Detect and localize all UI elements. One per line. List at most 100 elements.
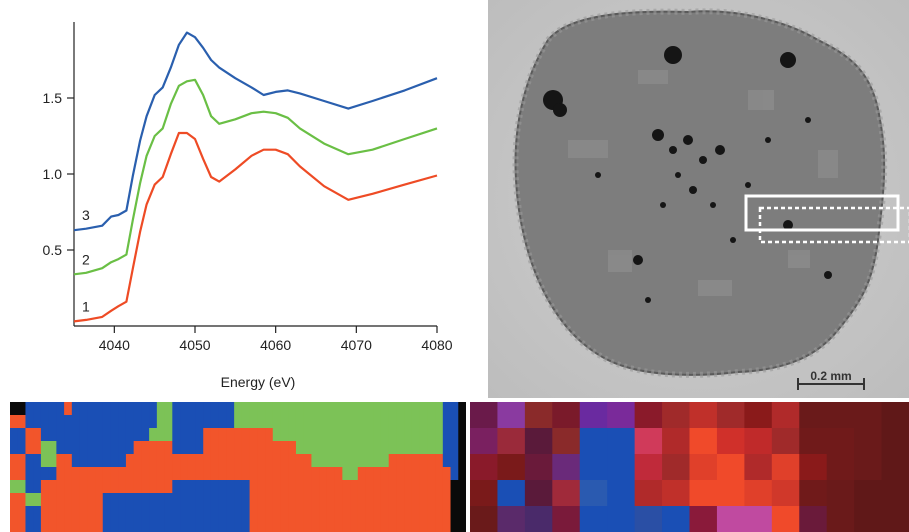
map-cell <box>357 402 367 416</box>
map-cell <box>149 480 158 494</box>
map-cell <box>380 402 390 416</box>
map-cell <box>357 506 367 520</box>
map-cell <box>319 454 328 468</box>
x-tick-label: 4060 <box>260 337 291 353</box>
map-cell <box>241 519 251 532</box>
map-cell <box>249 467 258 481</box>
map-cell <box>524 454 553 481</box>
map-cell <box>241 467 251 481</box>
map-cell <box>365 454 374 468</box>
map-cell <box>87 454 96 468</box>
map-cell <box>141 519 150 532</box>
map-cell <box>435 402 444 416</box>
map-cell <box>326 428 336 442</box>
map-cell <box>187 506 197 520</box>
map-cell <box>10 480 19 494</box>
map-cell <box>365 441 374 455</box>
map-cell <box>172 519 181 532</box>
map-cell <box>771 454 800 481</box>
map-cell <box>156 415 166 429</box>
map-cell <box>334 493 343 507</box>
map-cell <box>350 402 359 416</box>
map-cell <box>102 402 112 416</box>
map-cell <box>33 519 42 532</box>
map-cell <box>79 402 88 416</box>
map-cell <box>458 415 466 429</box>
map-cell <box>303 519 313 532</box>
map-cell <box>607 506 636 532</box>
map-cell <box>218 454 228 468</box>
map-cell <box>33 415 42 429</box>
map-cell <box>419 428 428 442</box>
map-cell <box>771 428 800 455</box>
map-cell <box>396 428 405 442</box>
map-cell <box>881 454 909 481</box>
map-cell <box>195 480 204 494</box>
map-cell <box>210 467 220 481</box>
map-cell <box>234 454 243 468</box>
map-cell <box>334 467 343 481</box>
phase-map-right <box>470 402 909 532</box>
sample-micrograph: 0.2 mm <box>488 0 909 398</box>
map-cell <box>257 467 266 481</box>
map-cell <box>662 454 691 481</box>
map-cell <box>342 428 351 442</box>
map-cell <box>133 441 142 455</box>
map-cell <box>607 454 636 481</box>
map-cell <box>33 428 42 442</box>
map-cell <box>265 480 274 494</box>
map-cell <box>326 402 336 416</box>
map-cell <box>33 402 42 416</box>
map-cell <box>404 467 413 481</box>
map-cell <box>411 467 421 481</box>
map-cell <box>744 454 773 481</box>
map-cell <box>326 506 336 520</box>
map-cell <box>450 402 459 416</box>
map-cell <box>272 415 282 429</box>
map-cell <box>195 402 204 416</box>
map-cell <box>249 441 258 455</box>
map-cell <box>380 454 390 468</box>
map-cell <box>257 415 266 429</box>
map-cell <box>10 493 19 507</box>
map-cell <box>435 415 444 429</box>
map-cell <box>249 519 258 532</box>
map-cell <box>203 480 212 494</box>
map-cell <box>311 415 320 429</box>
map-cell <box>226 415 235 429</box>
map-cell <box>388 493 398 507</box>
map-cell <box>280 467 289 481</box>
map-cell <box>64 493 73 507</box>
map-cell <box>280 480 289 494</box>
chart-series-labels: 1 2 3 <box>82 207 90 314</box>
map-cell <box>350 428 359 442</box>
map-cell <box>203 402 212 416</box>
map-cell <box>172 415 181 429</box>
map-cell <box>350 467 359 481</box>
map-cell <box>64 519 73 532</box>
map-cell <box>226 467 235 481</box>
map-cell <box>102 506 112 520</box>
map-cell <box>133 467 142 481</box>
map-cell <box>79 480 88 494</box>
map-cell <box>118 441 127 455</box>
map-cell <box>33 454 42 468</box>
map-cell <box>110 467 119 481</box>
map-cell <box>427 402 436 416</box>
map-cell <box>234 480 243 494</box>
map-cell <box>357 519 367 532</box>
map-cell <box>110 454 119 468</box>
map-cell <box>419 493 428 507</box>
map-cell <box>102 480 112 494</box>
map-cell <box>771 480 800 507</box>
map-cell <box>342 441 351 455</box>
map-cell <box>365 415 374 429</box>
map-cell <box>396 467 405 481</box>
map-cell <box>102 454 112 468</box>
map-cell <box>257 402 266 416</box>
map-cell <box>110 493 119 507</box>
map-cell <box>118 493 127 507</box>
map-cell <box>25 506 34 520</box>
map-cell <box>373 467 382 481</box>
map-cell <box>87 493 96 507</box>
